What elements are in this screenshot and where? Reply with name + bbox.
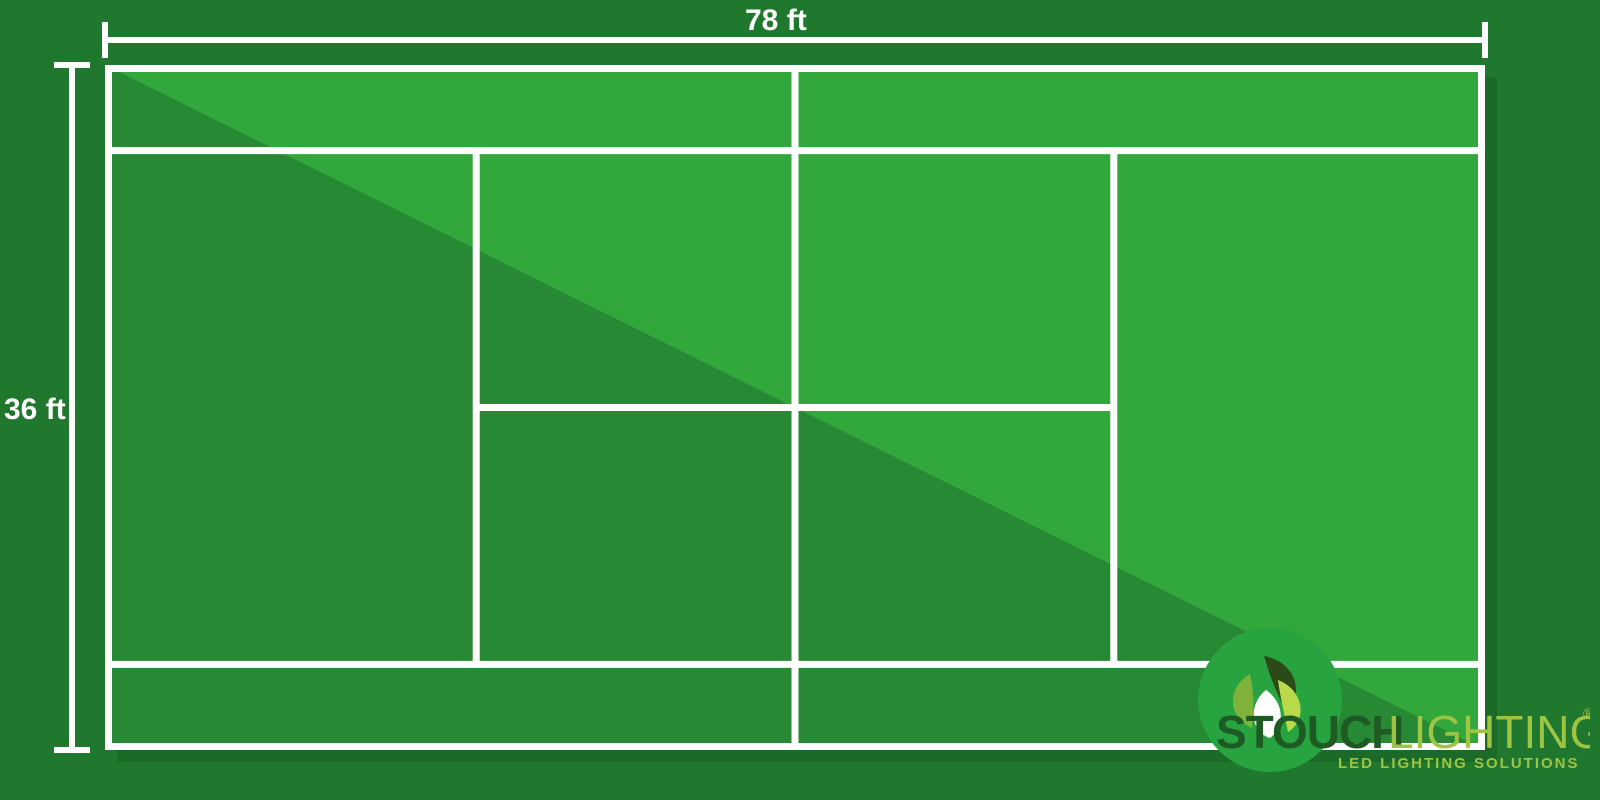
height-dimension-label: 36 ft [4, 393, 66, 427]
width-dimension-label: 78 ft [745, 4, 807, 38]
logo-text-stouch: STOUCH [1216, 706, 1403, 758]
tennis-court-diagram: STOUCHLIGHTING® LED LIGHTING SOLUTIONS [0, 0, 1600, 800]
logo-subtitle: LED LIGHTING SOLUTIONS [1338, 755, 1580, 772]
registered-mark: ® [1583, 705, 1594, 721]
logo-text-lighting: LIGHTING [1388, 706, 1600, 758]
